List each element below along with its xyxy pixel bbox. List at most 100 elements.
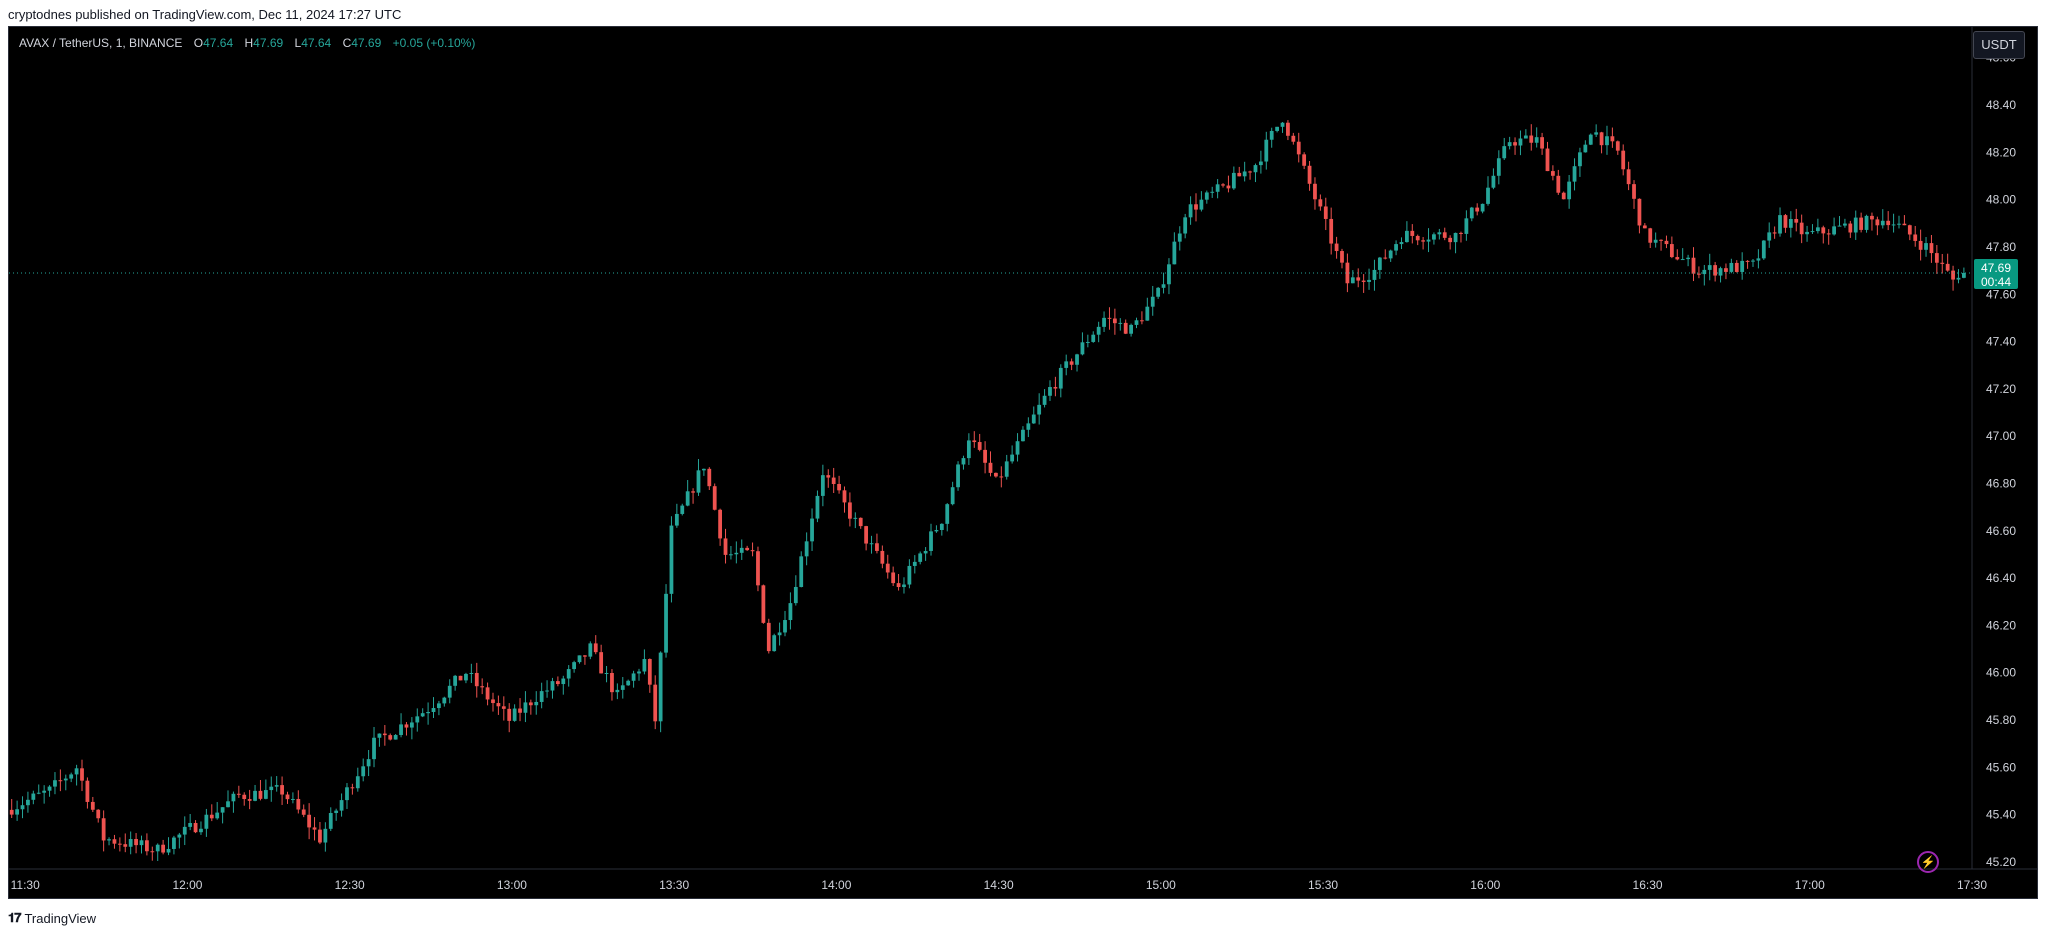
candle-body [1069,361,1074,365]
chart-area[interactable]: AVAX / TetherUS, 1, BINANCE O47.64 H47.6… [8,26,2038,899]
candle-body [280,785,284,795]
candle-body [1394,244,1398,251]
candle-body [1772,232,1777,234]
candle-body [999,476,1004,478]
candle-body [880,550,885,564]
candle-body [983,449,987,463]
candle-body [339,800,344,811]
candle-body [1442,232,1447,238]
candle-body [1697,273,1701,275]
candle-body [366,759,371,767]
candle-body [1037,404,1042,415]
x-tick-label: 17:30 [1957,878,1987,892]
candle-body [1907,225,1912,235]
candle-body [134,839,138,846]
lightning-icon[interactable]: ⚡ [1917,851,1939,873]
candle-body [1291,135,1296,142]
y-tick-label: 45.60 [1986,760,2016,774]
candle-body [1475,207,1480,212]
candle-body [1053,387,1058,389]
x-tick-label: 12:30 [335,878,365,892]
candle-body [47,786,52,791]
candle-body [107,839,111,841]
candle-body [642,659,647,672]
candle-body [1372,269,1377,280]
candle-body [1561,192,1566,200]
high-label: H [244,36,254,50]
publish-info: cryptodnes published on TradingView.com,… [8,7,402,22]
candle-body [1724,268,1728,272]
candle-body [1286,122,1290,136]
candle-body [1345,262,1350,284]
candle-body [69,774,74,779]
candle-body [1459,232,1463,234]
candle-body [539,691,544,702]
candle-body [750,550,755,552]
candle-body [1572,166,1577,182]
candle-body [393,735,398,740]
candle-body [328,813,333,829]
candle-body [1951,270,1955,280]
candle-body [1129,324,1133,334]
candle-body [1567,181,1572,200]
candle-body [263,790,268,799]
footer-brand: 𝟏𝟕 TradingView [8,910,96,926]
candle-body [1107,317,1112,319]
y-tick-label: 45.40 [1986,808,2016,822]
candle-body [1913,234,1918,241]
candle-body [345,787,349,801]
candle-body [1686,257,1690,260]
candle-body [945,504,950,524]
candle-body [745,547,750,551]
candle-body [907,565,912,585]
candle-body [1751,260,1755,262]
candle-body [864,526,869,544]
candle-body [956,464,960,488]
open-value: 47.64 [203,36,234,50]
candle-body [1194,204,1198,210]
candle-body [1897,223,1901,225]
candle-body [1145,306,1150,321]
candle-body [1021,429,1025,442]
candle-body [58,780,63,782]
candle-body [1826,233,1831,235]
candle-body [1031,414,1036,424]
candle-body [896,583,901,588]
x-tick-label: 16:30 [1633,878,1663,892]
candle-body [236,793,241,795]
candle-body [1486,187,1490,204]
candle-body [1172,241,1177,265]
candle-body [1367,279,1371,282]
candle-body [1453,232,1458,243]
candle-body [323,828,328,843]
candle-body [307,814,312,828]
symbol-label[interactable]: AVAX / TetherUS, 1, BINANCE [19,36,183,50]
x-tick-label: 15:00 [1146,878,1176,892]
candle-body [1556,175,1561,193]
x-tick-label: 13:00 [497,878,527,892]
candle-body [891,572,896,584]
candle-body [1788,219,1793,228]
candle-body [1410,230,1415,236]
currency-button[interactable]: USDT [1973,31,2025,59]
candle-body [1961,272,1966,278]
candle-body [1437,232,1442,235]
candle-body [820,475,825,496]
candle-body [1799,222,1804,235]
candle-body [1480,203,1485,212]
candle-body [474,672,479,687]
x-tick-label: 16:00 [1470,878,1500,892]
candle-body [1891,224,1896,226]
candle-body [528,702,533,706]
candle-body [1529,135,1534,143]
candle-body [96,809,101,819]
candle-body [761,585,766,623]
candle-body [1464,218,1469,234]
candle-body [1280,122,1285,127]
candlestick-chart[interactable]: 48.6048.4048.2048.0047.8047.6047.4047.20… [9,27,2038,899]
candle-body [215,812,220,819]
candle-body [1626,169,1631,185]
candle-body [1253,165,1258,173]
candle-body [31,793,36,800]
candle-body [653,684,658,722]
